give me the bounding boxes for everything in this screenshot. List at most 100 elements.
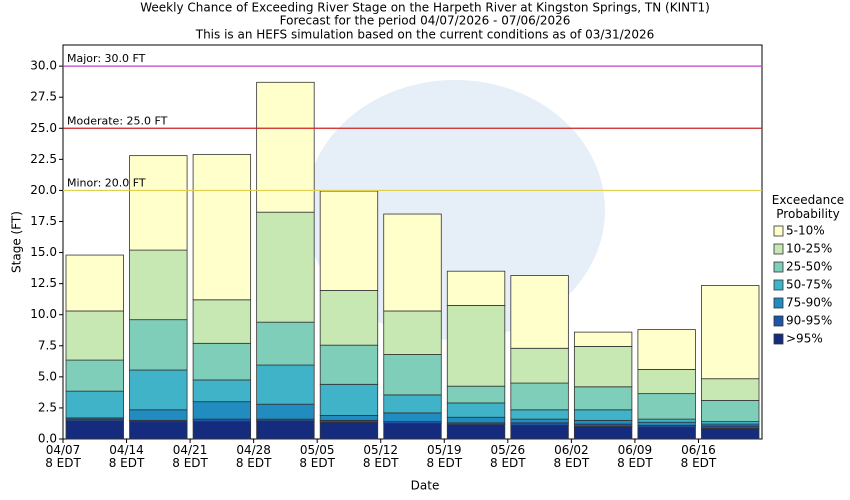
bar-segment — [510, 418, 569, 424]
bar-segment — [319, 190, 379, 291]
bar-segment — [383, 412, 442, 422]
legend-label: 25-50% — [786, 260, 832, 274]
bar-segment — [573, 331, 633, 347]
bar-segment — [573, 409, 633, 421]
legend-label: 75-90% — [786, 296, 832, 310]
x-tick-label: 05/05 8 EDT — [299, 443, 335, 470]
bar-segment — [129, 249, 188, 321]
bar-segment — [256, 403, 315, 420]
chart-note: This is an HEFS simulation based on the … — [195, 28, 655, 42]
bar-segment — [446, 416, 506, 424]
bar-segment — [446, 402, 506, 418]
bar-segment — [446, 270, 506, 306]
threshold-label: Moderate: 25.0 FT — [67, 114, 168, 127]
bar-segment — [637, 368, 696, 395]
bar-segment — [192, 379, 252, 403]
chart-subtitle: Forecast for the period 04/07/2026 - 07/… — [280, 14, 571, 28]
bar-segment — [510, 347, 569, 384]
bar-segment — [129, 369, 188, 411]
x-axis-label: Date — [411, 479, 440, 493]
x-tick-label: 05/26 8 EDT — [490, 443, 526, 470]
bar-segment — [319, 290, 379, 346]
bar-segment — [256, 364, 315, 405]
bar-segment — [446, 304, 506, 387]
bar-segment — [65, 420, 124, 440]
bar-segment — [701, 378, 760, 401]
bar-segment — [319, 414, 379, 421]
bar-segment — [383, 354, 442, 396]
bar-segment — [637, 393, 696, 420]
bar-segment — [701, 428, 760, 440]
legend-swatch — [773, 333, 784, 345]
bar-segment — [383, 423, 442, 440]
bar-segment — [319, 421, 379, 440]
bar-segment — [65, 254, 124, 312]
bar-segment — [510, 424, 569, 440]
legend-label: 90-95% — [786, 314, 832, 328]
bar-segment — [192, 342, 252, 381]
y-tick-label: 7.5 — [38, 338, 57, 352]
bar-segment — [637, 421, 696, 426]
bar-segment — [573, 386, 633, 411]
legend-swatch — [773, 279, 784, 291]
bar-segment — [701, 285, 760, 380]
x-tick-label: 04/21 8 EDT — [172, 443, 208, 470]
y-tick-label: 25.0 — [30, 121, 57, 135]
bar-segment — [383, 394, 442, 414]
y-tick-label: 0.0 — [38, 432, 57, 446]
bar-segment — [192, 401, 252, 420]
bar-segment — [192, 153, 252, 301]
x-tick-label: 06/16 8 EDT — [680, 443, 717, 470]
bar-segment — [510, 275, 569, 349]
x-tick-label: 04/07 8 EDT — [45, 443, 81, 470]
bar-segment — [446, 385, 506, 404]
bar-segment — [129, 421, 188, 440]
bar-segment — [701, 400, 760, 422]
bar-segment — [383, 310, 442, 355]
bar-segment — [129, 409, 188, 421]
legend-label: 10-25% — [786, 242, 832, 256]
bar-segment — [319, 383, 379, 416]
bar-segment — [510, 382, 569, 411]
y-axis-label: Stage (FT) — [10, 211, 24, 273]
bar-segment — [65, 390, 124, 419]
bar-segment — [510, 409, 569, 420]
watermark — [305, 80, 605, 340]
legend-swatch — [773, 297, 784, 309]
y-tick-label: 27.5 — [30, 90, 57, 104]
y-tick-label: 12.5 — [30, 276, 57, 290]
y-tick-label: 17.5 — [30, 214, 57, 228]
y-tick-label: 2.5 — [38, 400, 57, 414]
x-tick-label: 04/28 8 EDT — [235, 443, 272, 470]
x-tick-label: 05/12 8 EDT — [362, 443, 399, 470]
legend-title: Exceedance Probability — [771, 193, 845, 221]
chart-title: Weekly Chance of Exceeding River Stage o… — [140, 1, 710, 15]
legend-swatch — [773, 243, 784, 255]
y-tick-label: 30.0 — [30, 59, 57, 73]
bar-segment — [573, 426, 633, 440]
y-tick-label: 15.0 — [30, 245, 57, 259]
bar-segment — [637, 418, 696, 423]
x-tick-label: 04/14 8 EDT — [108, 443, 145, 470]
bar-segment — [383, 213, 442, 312]
y-tick-label: 5.0 — [38, 369, 57, 383]
legend-label: 50-75% — [786, 278, 832, 292]
bar-segment — [573, 419, 633, 425]
threshold-label: Major: 30.0 FT — [67, 52, 146, 65]
threshold-label: Minor: 20.0 FT — [67, 176, 146, 189]
bar-segment — [256, 321, 315, 366]
bar-segment — [573, 346, 633, 388]
legend-swatch — [773, 315, 784, 327]
bar-segment — [446, 424, 506, 440]
y-tick-label: 10.0 — [30, 307, 57, 321]
bar-segment — [129, 319, 188, 371]
legend-label: 5-10% — [786, 224, 825, 238]
x-tick-label: 06/02 8 EDT — [553, 443, 590, 470]
bar-segment — [256, 81, 315, 213]
legend-swatch — [773, 225, 784, 237]
bar-segment — [65, 359, 124, 392]
bar-segment — [65, 310, 124, 361]
legend-swatch — [773, 261, 784, 273]
